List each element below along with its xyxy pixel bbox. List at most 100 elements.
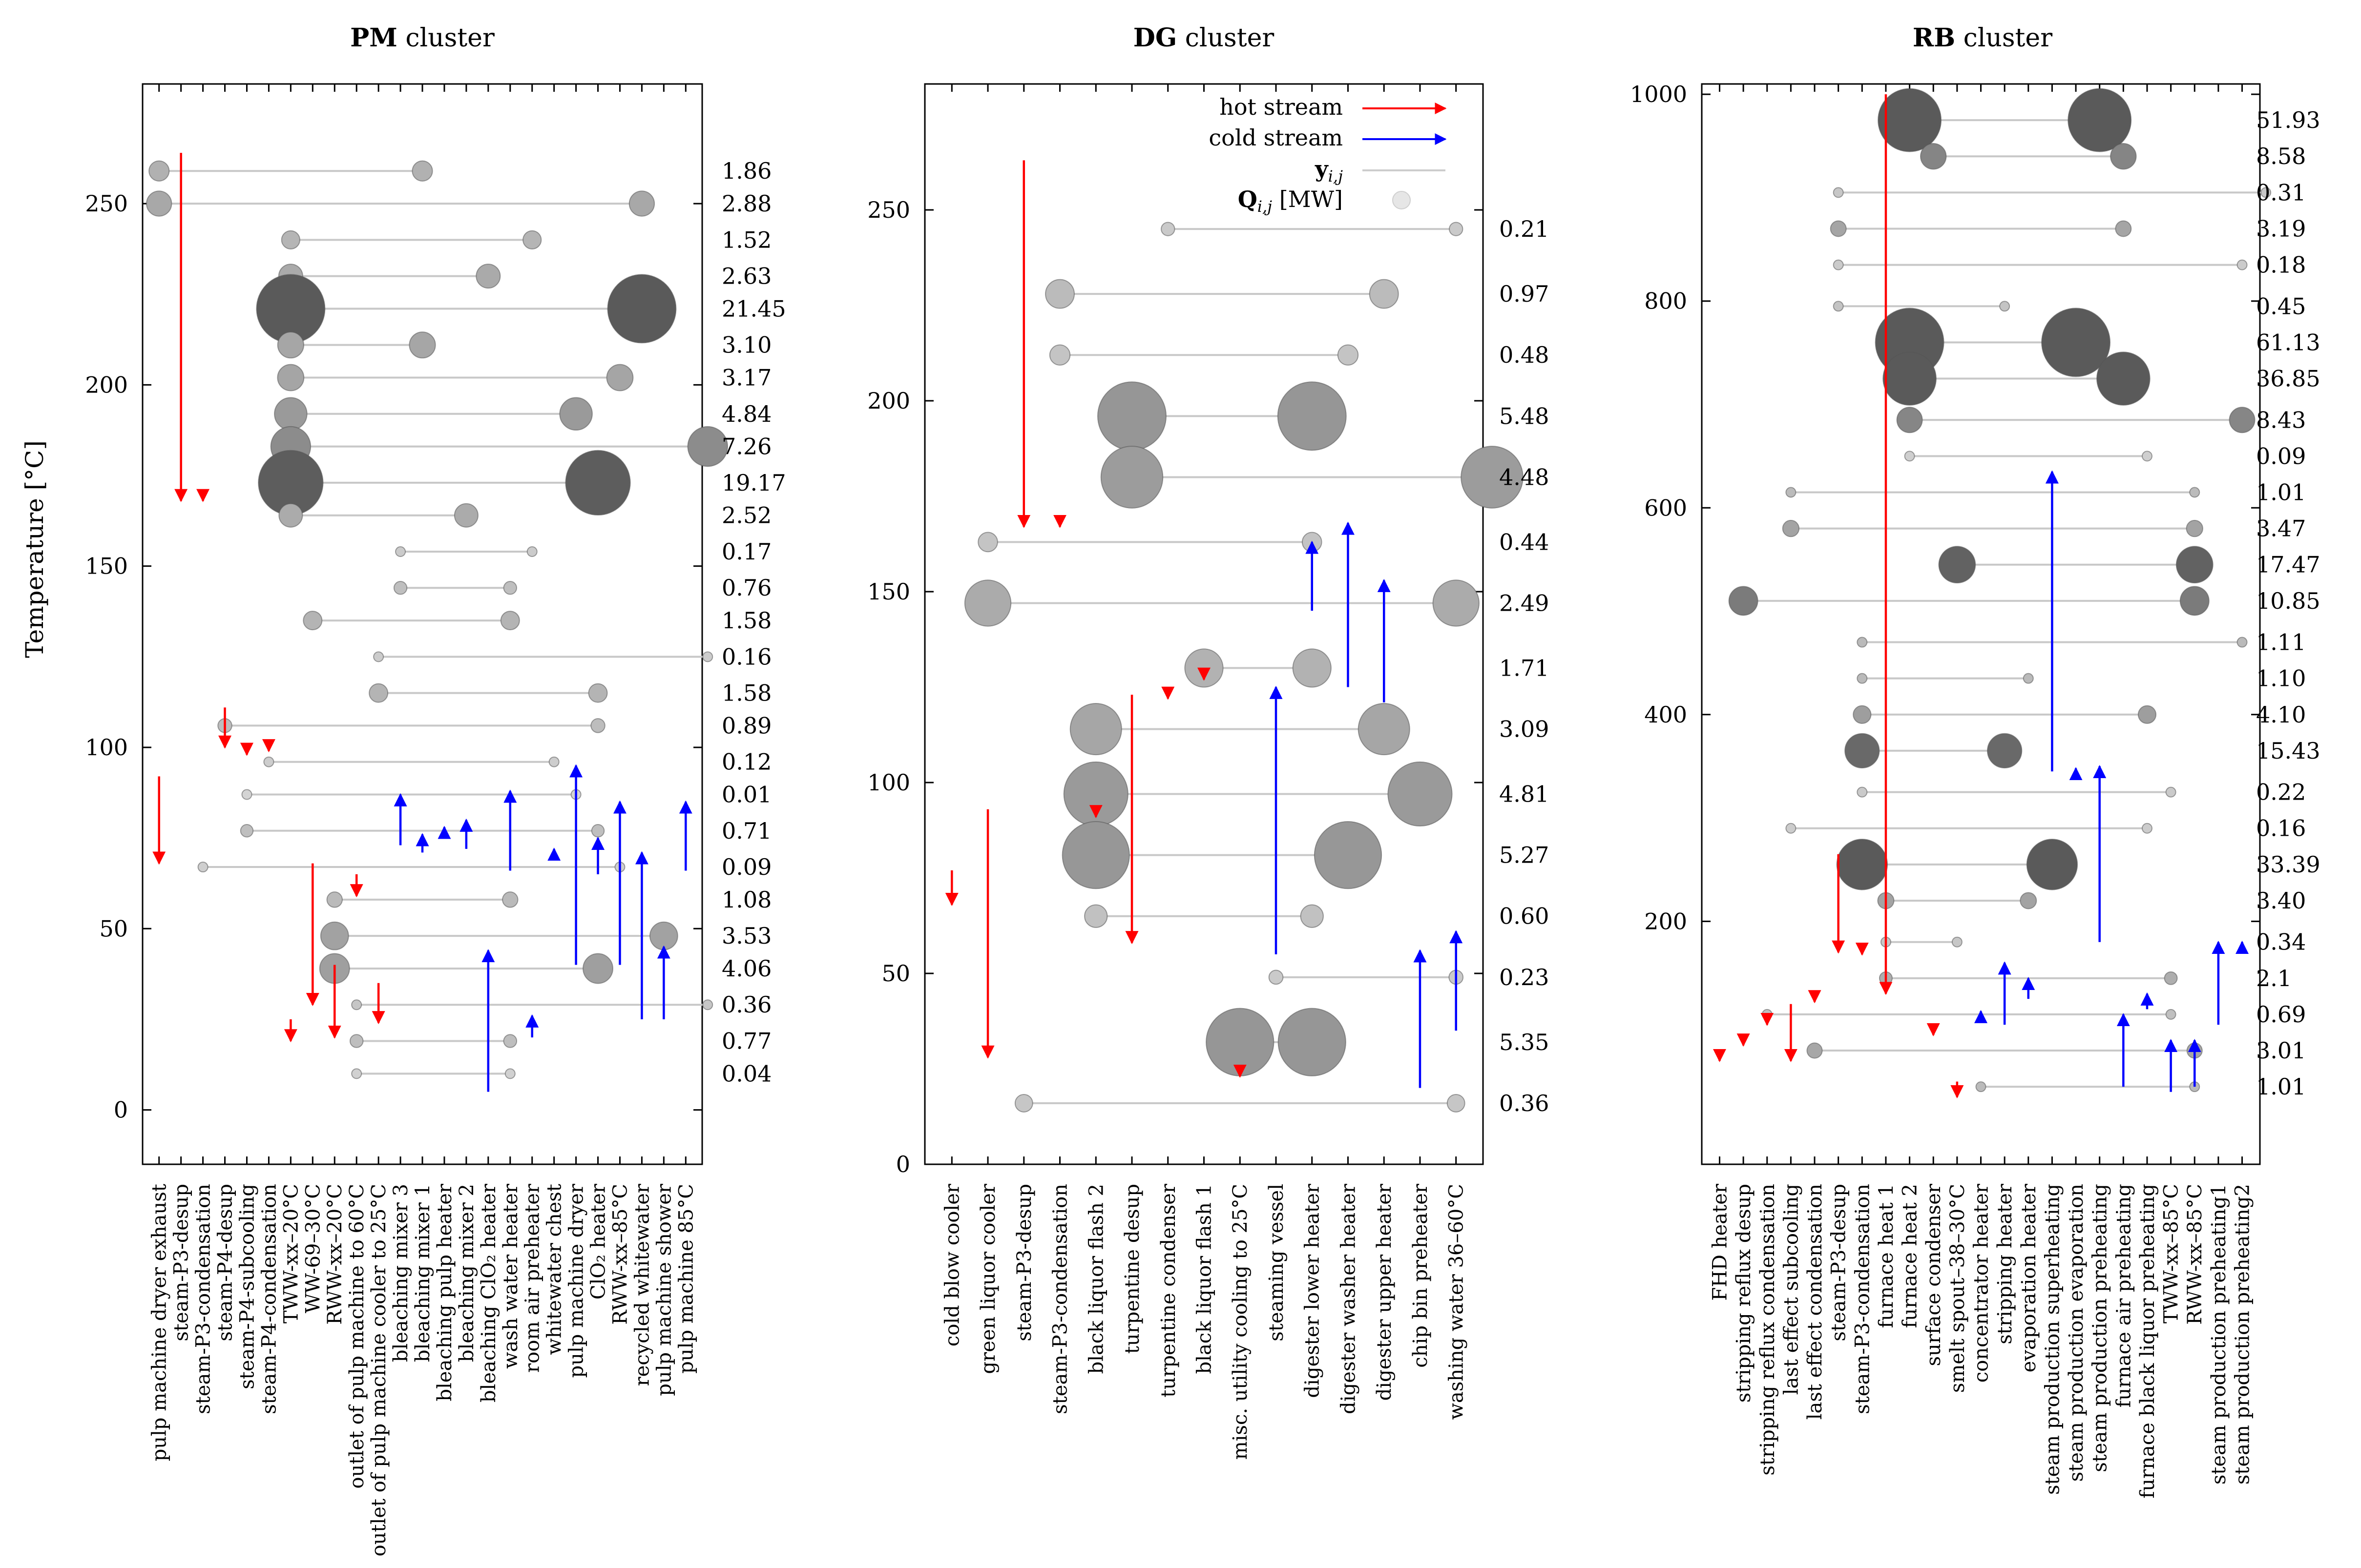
category-label: whitewater chest — [543, 1184, 566, 1355]
match-marker — [583, 953, 613, 984]
category-label: outlet of pulp machine cooler to 25°C — [368, 1184, 390, 1556]
match-marker — [2137, 705, 2157, 724]
q-value-label: 0.45 — [2256, 293, 2306, 319]
match-marker — [303, 611, 323, 631]
category-label: turpentine desup — [1121, 1184, 1144, 1354]
y-tick-label: 150 — [85, 553, 128, 579]
category-label: pulp machine 85°C — [675, 1184, 697, 1374]
legend-q-marker — [1392, 191, 1411, 209]
match-marker — [1836, 839, 1888, 890]
match-marker — [1300, 904, 1324, 928]
match-marker — [590, 718, 606, 733]
match-marker — [522, 230, 542, 249]
match-marker — [146, 190, 172, 217]
match-marker — [240, 824, 254, 838]
y-tick-label: 1000 — [1630, 81, 1687, 107]
category-label: black liquor flash 2 — [1085, 1184, 1107, 1374]
match-marker — [1277, 1008, 1346, 1076]
match-marker — [1277, 381, 1347, 451]
q-value-label: 2.88 — [722, 190, 772, 217]
q-value-label: 33.39 — [2256, 851, 2320, 878]
panel-title: RB cluster — [1913, 23, 2052, 53]
match-marker — [565, 450, 631, 516]
match-marker — [1896, 407, 1923, 433]
category-label: ClO₂ heater — [587, 1183, 610, 1300]
match-marker — [2236, 259, 2248, 270]
match-marker — [476, 264, 501, 289]
match-marker — [526, 546, 538, 557]
y-tick-label: 50 — [99, 915, 128, 942]
q-value-label: 8.43 — [2256, 407, 2306, 433]
match-marker — [2186, 519, 2203, 537]
match-marker — [274, 397, 308, 431]
q-value-label: 36.85 — [2256, 366, 2320, 392]
match-marker — [1986, 733, 2023, 769]
q-value-label: 0.71 — [722, 818, 772, 844]
legend-hot-label: hot stream — [1219, 94, 1343, 120]
q-value-label: 17.47 — [2256, 552, 2320, 578]
match-marker — [281, 230, 300, 249]
panel-dg: DG cluster 0 50 100 150 200 250 cold blow coole… — [867, 23, 1549, 1460]
match-marker — [1045, 279, 1075, 309]
match-marker — [263, 756, 274, 767]
q-value-label: 5.48 — [1499, 403, 1549, 429]
match-marker — [1369, 279, 1399, 309]
match-marker — [2164, 971, 2178, 985]
category-label: steam-P4-subcooling — [236, 1184, 258, 1389]
category-label: pulp machine dryer — [565, 1183, 588, 1378]
q-value-label: 0.17 — [722, 538, 772, 565]
q-value-label: 1.01 — [2256, 479, 2306, 505]
match-marker — [1100, 446, 1164, 509]
match-marker — [1728, 586, 1758, 616]
category-label: smelt spout–38–30°C — [1946, 1184, 1969, 1393]
match-marker — [278, 503, 303, 528]
category-label: concentrator heater — [1970, 1183, 1993, 1382]
q-value-label: 2.49 — [1499, 590, 1549, 616]
category-label: furnace air preheating — [2112, 1184, 2135, 1407]
q-value-label: 0.22 — [2256, 779, 2306, 805]
match-marker — [1857, 637, 1868, 648]
y-tick-label: 250 — [867, 197, 910, 223]
category-label: steam production preheating — [2089, 1184, 2111, 1472]
match-marker — [502, 891, 519, 908]
plot-frame — [1701, 83, 2261, 1165]
match-marker — [395, 546, 406, 557]
match-marker — [1314, 821, 1382, 889]
match-marker — [373, 651, 384, 662]
match-marker — [2189, 487, 2200, 498]
match-marker — [2020, 892, 2037, 909]
category-label: TWW-xx–85°C — [2160, 1184, 2183, 1323]
q-value-label: 0.36 — [1499, 1090, 1549, 1116]
q-value-label: 0.18 — [2256, 252, 2306, 278]
y-tick-label: 400 — [1644, 701, 1687, 728]
category-label: bleaching ClO₂ heater — [478, 1183, 500, 1403]
category-label: turpentine condenser — [1157, 1183, 1180, 1397]
q-value-label: 3.40 — [2256, 887, 2306, 914]
y-tick-label: 100 — [867, 769, 910, 796]
match-marker — [1069, 702, 1122, 756]
match-marker — [277, 364, 305, 392]
q-value-label: 0.23 — [1499, 964, 1549, 990]
match-marker — [649, 921, 678, 950]
q-value-label: 0.04 — [722, 1060, 772, 1087]
match-marker — [1904, 451, 1915, 462]
match-marker — [351, 999, 362, 1011]
q-value-label: 4.10 — [2256, 701, 2306, 728]
q-value-label: 0.89 — [722, 712, 772, 739]
match-marker — [1785, 823, 1797, 834]
match-marker — [1337, 344, 1359, 366]
match-marker — [2260, 187, 2272, 198]
y-tick-label: 200 — [1644, 908, 1687, 934]
category-label: RWW-xx–85°C — [609, 1184, 631, 1325]
match-marker — [964, 579, 1012, 627]
q-value-label: 1.11 — [2256, 629, 2306, 656]
category-label: black liquor flash 1 — [1193, 1184, 1216, 1374]
category-label: recycled whitewater — [631, 1183, 653, 1386]
category-label: WW-69–30°C — [302, 1184, 324, 1313]
match-marker — [1358, 702, 1410, 756]
category-label: digester washer heater — [1337, 1183, 1359, 1414]
match-marker — [1833, 187, 1844, 198]
category-label: washing water 36–60°C — [1445, 1184, 1468, 1420]
q-value-label: 0.76 — [722, 575, 772, 601]
